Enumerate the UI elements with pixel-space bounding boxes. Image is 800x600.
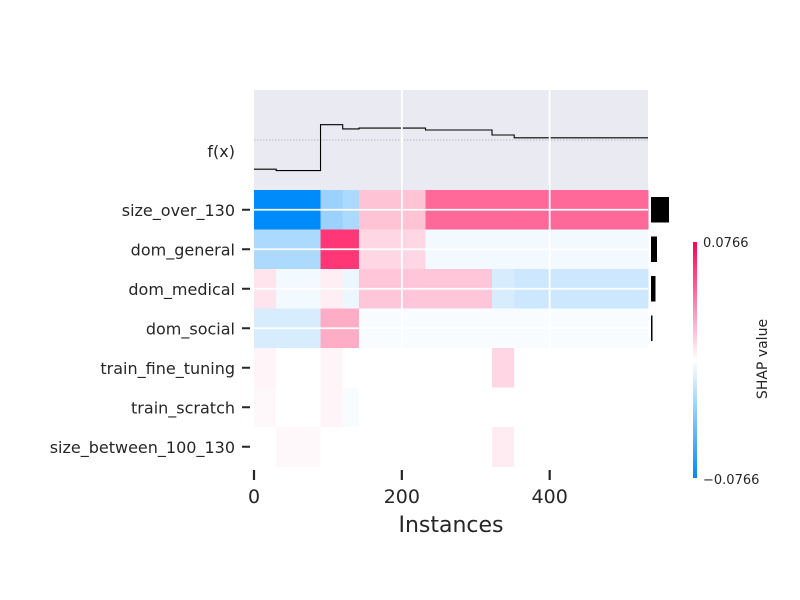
feature-label: dom_medical <box>128 280 235 300</box>
fx-panel <box>254 90 648 190</box>
heatmap-cell <box>276 348 322 388</box>
fx-line <box>254 124 648 172</box>
heatmap-cell <box>425 427 493 467</box>
feature-label: train_fine_tuning <box>100 359 235 379</box>
x-axis: 0 200 400 <box>248 470 568 508</box>
heatmap-cell <box>320 387 344 428</box>
feature-label: size_between_100_130 <box>50 438 235 458</box>
colorbar-gradient <box>693 242 697 478</box>
feature-labels: size_over_130 dom_general dom_medical dom_s… <box>50 201 250 458</box>
heatmap-cell <box>514 387 649 428</box>
gridlines <box>254 90 648 467</box>
heatmap-cell <box>425 387 493 428</box>
heatmap-cell <box>276 427 322 467</box>
feature-importance-bars <box>651 197 669 341</box>
heatmap-cell <box>276 387 322 428</box>
colorbar-min-label: −0.0766 <box>703 473 759 488</box>
feature-label: dom_general <box>131 240 235 260</box>
heatmap-cell <box>358 427 426 467</box>
colorbar <box>693 242 697 478</box>
colorbar-title: SHAP value <box>755 319 771 399</box>
heatmap-cell <box>254 387 277 428</box>
heatmap-cell <box>254 348 277 388</box>
importance-bar <box>651 197 669 223</box>
heatmap-cell <box>320 348 344 388</box>
fx-label: f(x) <box>207 142 235 161</box>
importance-bar <box>651 315 653 341</box>
feature-label: size_over_130 <box>122 201 235 221</box>
feature-label: dom_social <box>146 319 235 339</box>
heatmap-cell <box>514 348 649 388</box>
x-axis-title: Instances <box>398 513 503 538</box>
fx-panel-background <box>254 90 648 190</box>
colorbar-max-label: 0.0766 <box>703 236 749 251</box>
heatmap-cell <box>342 348 360 388</box>
heatmap-cell <box>358 387 426 428</box>
x-tick-label: 400 <box>532 486 568 508</box>
feature-label: train_scratch <box>131 398 235 418</box>
heatmap-cell <box>514 427 649 467</box>
heatmap-cell <box>492 348 515 388</box>
importance-bar <box>651 276 656 302</box>
heatmap-cell <box>254 427 277 467</box>
importance-bar <box>651 236 657 262</box>
heatmap-cell <box>492 427 515 467</box>
heatmap-cell <box>492 387 515 428</box>
x-tick-label: 200 <box>384 486 420 508</box>
heatmap-cell <box>342 387 360 428</box>
x-tick-label: 0 <box>248 486 260 508</box>
heatmap-cell <box>358 348 426 388</box>
heatmap-cell <box>425 348 493 388</box>
heatmap-cell <box>342 427 360 467</box>
heatmap-cell <box>320 427 344 467</box>
